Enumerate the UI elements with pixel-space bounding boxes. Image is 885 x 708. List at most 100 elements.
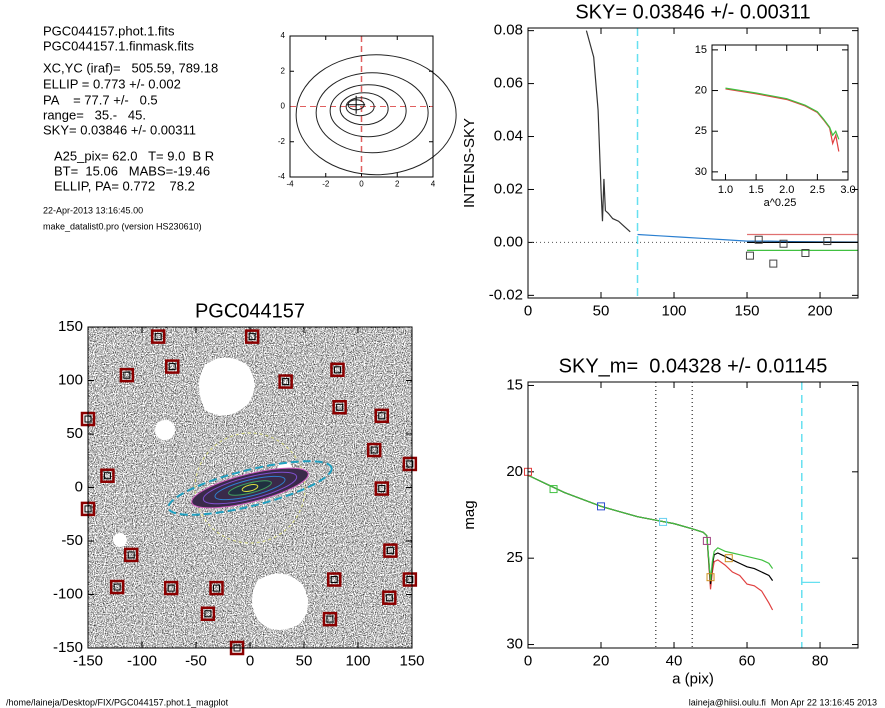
x-tick-label: 1.5 — [748, 184, 763, 196]
inset-bg — [712, 45, 848, 180]
x-tick-label: 4 — [431, 179, 436, 188]
contour — [339, 92, 389, 126]
x-tick-label: 1.0 — [718, 184, 733, 196]
y-tick-label: -150 — [53, 639, 83, 656]
series-line — [528, 474, 774, 581]
y-axis-label: mag — [461, 500, 478, 529]
y-tick-label: -4 — [278, 172, 286, 181]
square-marker-inner — [336, 403, 344, 411]
contour — [345, 97, 375, 117]
x-axis-label: a (pix) — [672, 670, 714, 687]
x-tick-label: 100 — [662, 302, 687, 319]
series-line — [725, 87, 840, 140]
header-line: SKY= 0.03846 +/- 0.00311 — [43, 122, 196, 137]
header-line: range= 35.- 45. — [43, 107, 146, 122]
square-marker — [706, 573, 715, 582]
header-line: PGC044157.phot.1.fits — [43, 23, 175, 38]
square-marker-inner — [248, 333, 256, 341]
y-tick-label: 15 — [506, 376, 523, 393]
axes-frame — [289, 35, 434, 178]
x-axis-label: a^0.25 — [764, 197, 797, 209]
x-tick-label: 100 — [345, 652, 370, 669]
chart-title: SKY= 0.03846 +/- 0.00311 — [575, 1, 810, 23]
y-tick-label: 20 — [695, 84, 707, 96]
square-marker — [322, 611, 338, 627]
y-tick-label: 0.02 — [494, 180, 523, 197]
square-marker — [244, 329, 260, 344]
square-marker-inner — [167, 584, 175, 592]
header-line: PA = 77.7 +/- 0.5 — [43, 92, 158, 107]
square-marker — [402, 456, 418, 472]
square-marker-inner — [330, 576, 338, 584]
square-marker — [123, 547, 139, 563]
y-tick-label: 25 — [695, 125, 707, 137]
square-marker — [383, 543, 398, 558]
series-line — [585, 30, 631, 233]
square-marker — [150, 329, 166, 344]
x-tick-label: 0 — [524, 652, 532, 669]
square-marker-inner — [123, 371, 131, 379]
y-tick-label: 0 — [75, 478, 83, 495]
y-tick-label: 20 — [506, 463, 523, 480]
axes-frame — [527, 381, 859, 649]
x-tick-label: -50 — [185, 652, 207, 669]
axes-frame — [711, 44, 849, 181]
y-tick-label: 50 — [66, 425, 83, 442]
series-line — [528, 474, 774, 611]
contour — [295, 54, 457, 176]
header-line: PGC044157.1.finmask.fits — [43, 38, 195, 53]
y-tick-label: -50 — [61, 532, 83, 549]
header-line: XC,YC (iraf)= 505.59, 789.18 — [43, 60, 218, 75]
y-tick-label: 15 — [695, 44, 707, 56]
square-marker-inner — [204, 610, 212, 618]
square-marker-inner — [282, 378, 290, 386]
contour — [329, 84, 407, 138]
square-marker — [382, 590, 397, 605]
y-tick-label: 150 — [58, 318, 83, 335]
y-tick-label: 0.04 — [494, 127, 523, 144]
chart-title: PGC044157 — [195, 300, 305, 322]
square-marker-inner — [378, 485, 386, 493]
y-tick-label: 30 — [695, 166, 707, 178]
square-marker-inner — [385, 594, 393, 602]
square-marker — [330, 362, 345, 378]
square-marker — [374, 408, 390, 424]
square-marker — [332, 400, 347, 415]
x-tick-label: 200 — [808, 302, 833, 319]
square-marker — [724, 554, 733, 563]
square-marker-inner — [386, 547, 394, 555]
x-tick-label: 2.5 — [810, 184, 825, 196]
square-marker — [659, 517, 668, 526]
x-tick-label: 0 — [246, 652, 254, 669]
square-marker — [374, 481, 390, 496]
series-line — [637, 233, 858, 243]
square-marker — [549, 485, 558, 494]
x-tick-label: 50 — [296, 652, 313, 669]
y-tick-label: -100 — [53, 585, 83, 602]
x-tick-label: 0 — [524, 302, 532, 319]
square-marker — [402, 572, 418, 587]
center-cross — [347, 95, 366, 114]
square-marker — [278, 374, 293, 389]
square-marker-inner — [168, 363, 176, 371]
square-marker — [769, 259, 778, 268]
square-marker — [109, 579, 125, 595]
square-marker-inner — [378, 412, 386, 420]
galaxy-isophotes — [167, 432, 333, 544]
header-program: make_datalist0.pro (version HS230610) — [43, 221, 202, 231]
square-marker — [163, 580, 179, 596]
x-tick-label: 3.0 — [840, 184, 855, 196]
footer-path: /home/laineja/Desktop/FIX/PGC044157.phot… — [6, 697, 229, 707]
y-tick-label: -2 — [278, 137, 286, 146]
x-tick-label: 150 — [399, 652, 424, 669]
y-tick-label: 25 — [506, 549, 523, 566]
x-tick-label: 150 — [735, 302, 760, 319]
y-tick-label: 0.00 — [494, 233, 523, 250]
square-marker — [164, 359, 180, 374]
square-marker — [597, 502, 606, 511]
square-marker-inner — [326, 615, 334, 623]
header-date: 22-Apr-2013 13:16:45.00 — [43, 205, 143, 215]
x-tick-label: 40 — [666, 652, 683, 669]
square-marker-inner — [333, 366, 341, 374]
y-tick-label: 0.08 — [494, 22, 523, 39]
